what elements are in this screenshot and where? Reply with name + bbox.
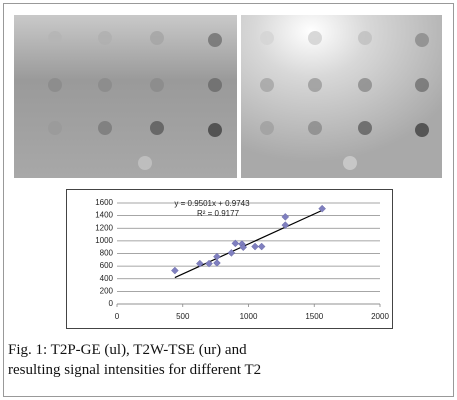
y-tick-label: 1000 (95, 236, 113, 245)
point (257, 242, 266, 251)
trendline-equation: y = 0.9501x + 0.9743 (174, 199, 250, 208)
caption-line: resulting signal intensities for differe… (8, 362, 262, 378)
frame (3, 3, 454, 397)
point (318, 204, 326, 213)
y-tick-label: 200 (100, 286, 114, 295)
point (213, 252, 221, 261)
chart: 0 200 400 600 800 1000 1200 1400 1600 0 500 1000 150… (95, 198, 389, 321)
chart-box (66, 189, 393, 329)
point (281, 221, 290, 229)
y-tick-label: 1200 (95, 223, 113, 232)
point (239, 243, 248, 251)
y-tick-label: 0 (109, 299, 114, 308)
point (227, 249, 236, 257)
point (213, 259, 221, 267)
y-tick-label: 600 (100, 261, 114, 270)
y-tick-label: 400 (100, 274, 114, 283)
x-tick-label: 0 (115, 312, 120, 321)
x-tick-label: 2000 (371, 312, 389, 321)
y-tick-label: 1400 (95, 211, 113, 220)
y-tick-label: 1600 (95, 198, 113, 207)
x-tick-label: 1500 (305, 312, 323, 321)
x-tick-label: 500 (176, 312, 190, 321)
point (171, 266, 179, 275)
caption: Fig. 1: T2P-GE (ul), T2W-TSE (ur) and re… (8, 340, 261, 380)
point (281, 213, 290, 221)
image-right (241, 15, 442, 178)
point (231, 239, 240, 248)
point (251, 242, 259, 251)
caption-line: Fig. 1: T2P-GE (ul), T2W-TSE (ur) and (8, 342, 247, 358)
image-left (14, 15, 237, 178)
x-tick-label: 1000 (240, 312, 258, 321)
point (196, 259, 204, 268)
r-squared: R² = 0.9177 (197, 209, 240, 218)
y-tick-label: 800 (100, 249, 114, 258)
point (205, 259, 213, 268)
